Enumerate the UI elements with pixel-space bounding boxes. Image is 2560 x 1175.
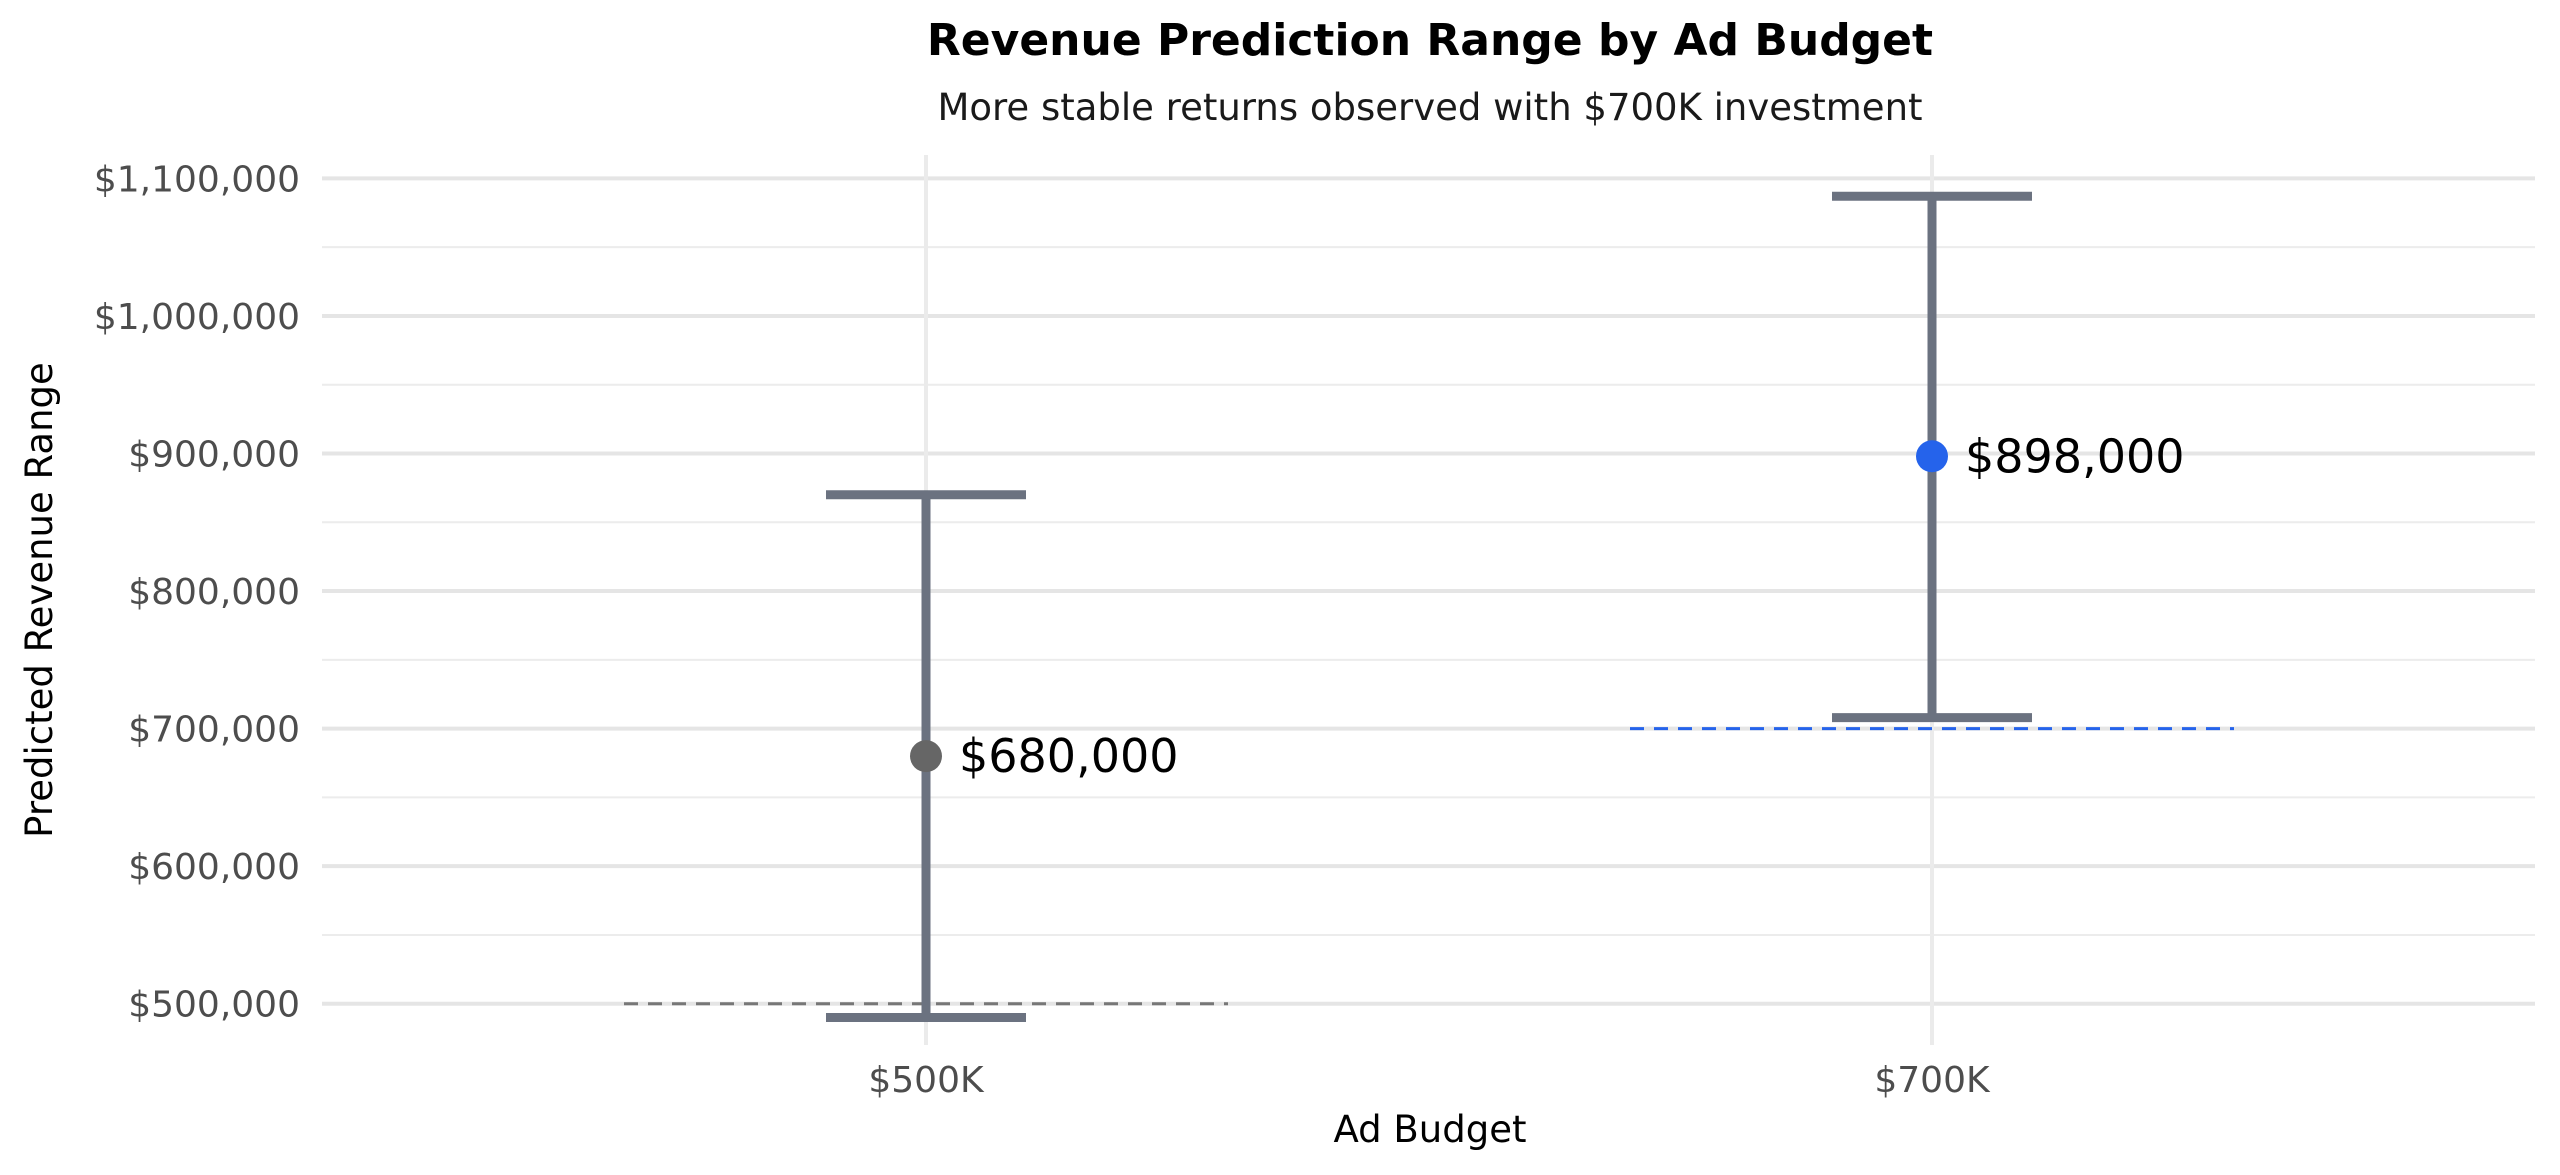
data-label: $898,000	[1965, 429, 2185, 483]
y-tick-label: $800,000	[128, 572, 300, 613]
y-axis-label: Predicted Revenue Range	[18, 362, 61, 838]
x-axis-label: Ad Budget	[1334, 1108, 1527, 1151]
x-axis-ticks: $500K $700K	[868, 1060, 1991, 1101]
y-axis-ticks: $500,000 $600,000 $700,000 $800,000 $900,000…	[94, 159, 300, 1025]
y-tick-label: $500,000	[128, 985, 300, 1026]
x-tick-label: $700K	[1874, 1060, 1991, 1101]
chart-subtitle: More stable returns observed with $700K …	[937, 86, 1922, 129]
error-bars	[826, 191, 2032, 1022]
points: $680,000 $898,000	[910, 429, 2185, 783]
grid	[322, 155, 2535, 1045]
data-label: $680,000	[959, 729, 1179, 783]
y-tick-label: $1,000,000	[94, 297, 300, 338]
y-tick-label: $900,000	[128, 435, 300, 476]
y-tick-label: $1,100,000	[94, 159, 300, 200]
x-tick-label: $500K	[868, 1060, 985, 1101]
chart-title: Revenue Prediction Range by Ad Budget	[927, 15, 1933, 66]
data-point	[1916, 440, 1948, 473]
y-tick-label: $700,000	[128, 710, 300, 751]
y-tick-label: $600,000	[128, 847, 300, 888]
data-point	[910, 740, 942, 773]
